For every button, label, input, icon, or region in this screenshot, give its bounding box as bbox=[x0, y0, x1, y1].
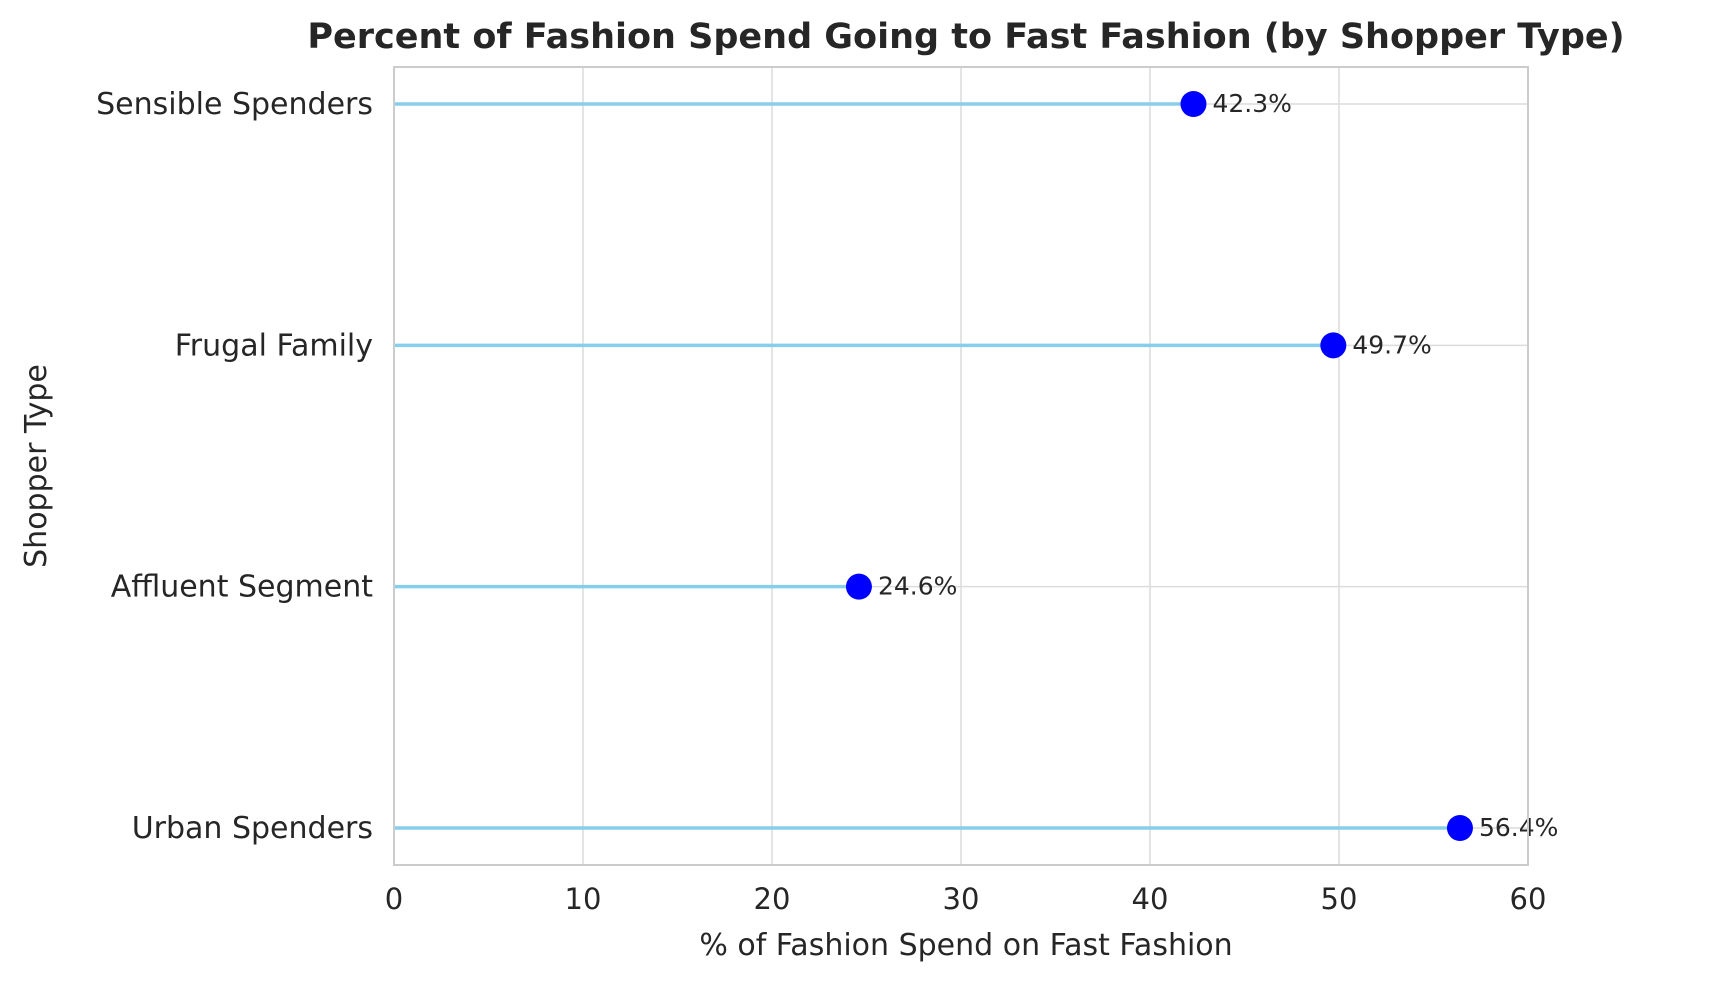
x-tick-label: 0 bbox=[385, 882, 403, 916]
data-label: 24.6% bbox=[878, 572, 957, 601]
plot-frame bbox=[393, 66, 1529, 866]
data-labels: 42.3% 49.7% 24.6% 56.4% bbox=[878, 89, 1558, 842]
y-tick-label: Frugal Family bbox=[175, 328, 373, 363]
x-tick-label: 50 bbox=[1321, 882, 1358, 916]
lollipop-markers bbox=[845, 91, 1473, 841]
data-label: 49.7% bbox=[1352, 330, 1431, 359]
lollipop-marker bbox=[1446, 815, 1473, 841]
x-tick-label: 30 bbox=[943, 882, 980, 916]
chart-title: Percent of Fashion Spend Going to Fast F… bbox=[307, 17, 1624, 57]
lollipop-marker bbox=[1320, 332, 1347, 359]
x-axis-label: % of Fashion Spend on Fast Fashion bbox=[699, 928, 1232, 963]
x-tick-label: 40 bbox=[1132, 882, 1169, 916]
x-axis-ticks: 0 10 20 30 40 50 60 bbox=[385, 882, 1547, 916]
y-tick-label: Sensible Spenders bbox=[96, 87, 373, 122]
data-label: 56.4% bbox=[1479, 813, 1558, 842]
x-tick-label: 60 bbox=[1510, 882, 1547, 916]
y-axis-ticks: Sensible Spenders Frugal Family Affluent S… bbox=[96, 87, 373, 846]
x-tick-label: 20 bbox=[754, 882, 791, 916]
y-tick-label: Urban Spenders bbox=[132, 811, 373, 846]
x-tick-label: 10 bbox=[565, 882, 602, 916]
lollipop-marker bbox=[1180, 91, 1207, 117]
lollipop-stems bbox=[394, 102, 1460, 830]
y-axis-label: Shopper Type bbox=[19, 364, 54, 568]
lollipop-marker bbox=[845, 573, 872, 600]
data-label: 42.3% bbox=[1212, 89, 1291, 118]
grid-lines bbox=[393, 67, 1529, 865]
y-tick-label: Affluent Segment bbox=[111, 570, 374, 605]
